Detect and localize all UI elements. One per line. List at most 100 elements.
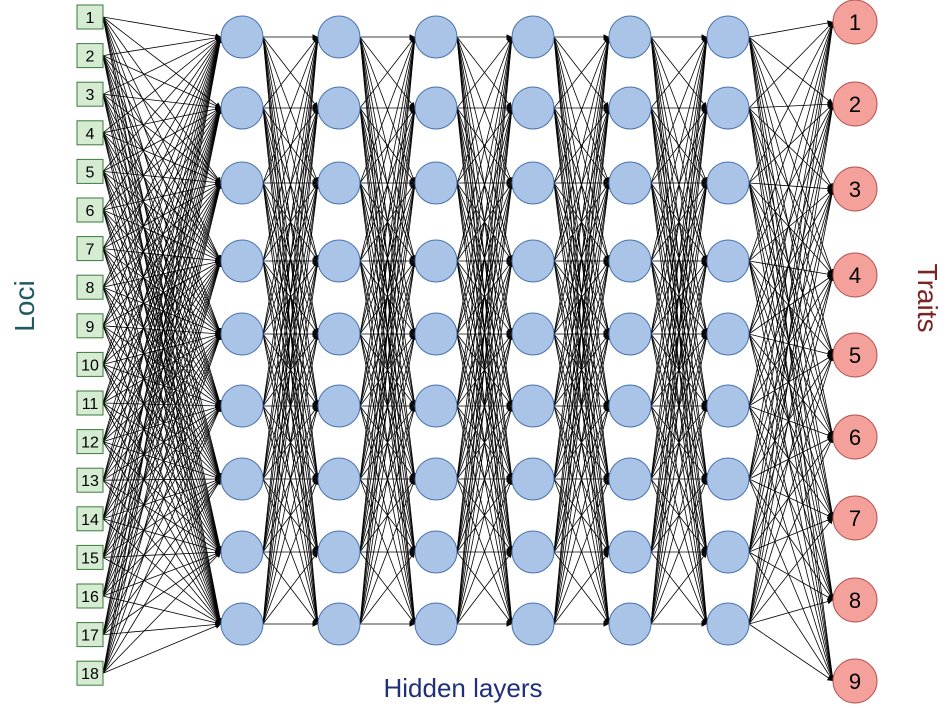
edge-hidden-to-hidden — [456, 333, 514, 625]
edge-loci-to-hidden — [102, 36, 222, 249]
edge-hidden-to-trait — [748, 478, 834, 601]
edge-loci-to-hidden — [102, 55, 223, 480]
edge-loci-to-hidden — [102, 36, 222, 134]
locus-node: 18 — [76, 660, 104, 686]
locus-box — [76, 622, 104, 648]
locus-box — [76, 158, 104, 184]
edge-loci-to-hidden — [102, 107, 222, 404]
edge-loci-to-hidden — [102, 551, 222, 674]
edge-loci-to-hidden — [102, 402, 222, 480]
edge-loci-to-hidden — [102, 286, 222, 335]
edge-loci-to-hidden — [102, 107, 222, 288]
edge-hidden-to-trait — [748, 354, 834, 553]
trait-node: 9 — [832, 658, 878, 704]
hidden-node — [511, 457, 555, 501]
trait-node: 8 — [832, 577, 878, 623]
edge-loci-to-hidden — [102, 248, 222, 553]
edge-hidden-to-hidden — [456, 36, 515, 625]
hidden-node — [414, 161, 458, 205]
hidden-node — [608, 15, 652, 59]
edge-hidden-to-trait — [748, 107, 834, 276]
edge-hidden-to-hidden — [359, 260, 417, 625]
edge-hidden-to-trait — [748, 354, 835, 625]
edge-hidden-to-hidden — [456, 36, 514, 407]
edge-loci-to-hidden — [102, 260, 222, 635]
edge-loci-to-hidden — [102, 36, 223, 519]
edge-loci-to-hidden — [102, 248, 222, 407]
edge-loci-to-hidden — [102, 441, 222, 553]
edge-hidden-to-trait — [748, 436, 834, 480]
edge-hidden-to-hidden — [456, 36, 514, 262]
locus-node: 13 — [76, 467, 104, 493]
edge-loci-to-hidden — [102, 16, 223, 625]
locus-box — [76, 429, 104, 455]
edge-hidden-to-hidden — [553, 36, 612, 480]
trait-circle — [832, 577, 878, 623]
edge-loci-to-hidden — [102, 55, 223, 553]
edge-loci-to-hidden — [102, 364, 222, 480]
edge-hidden-to-trait — [748, 21, 835, 407]
edge-hidden-to-trait — [748, 405, 834, 438]
edge-hidden-to-hidden — [553, 36, 612, 625]
hidden-node — [511, 15, 555, 59]
edge-loci-to-hidden — [102, 287, 222, 553]
hidden-node — [511, 384, 555, 428]
edge-hidden-to-trait — [748, 107, 834, 190]
edge-hidden-to-trait — [748, 188, 834, 262]
trait-circle — [832, 252, 878, 298]
edge-hidden-to-hidden — [650, 36, 708, 184]
hidden-node — [706, 86, 750, 130]
locus-node: 4 — [76, 120, 104, 146]
hidden-node — [511, 530, 555, 574]
edge-loci-to-hidden — [102, 171, 222, 186]
edge-hidden-to-trait — [748, 107, 835, 519]
hidden-node — [220, 15, 264, 59]
locus-label: 5 — [86, 164, 95, 181]
edge-loci-to-hidden — [102, 182, 222, 327]
edge-hidden-to-trait — [748, 517, 834, 553]
edge-loci-to-hidden — [102, 132, 222, 335]
locus-box — [76, 351, 104, 377]
edge-hidden-to-hidden — [456, 36, 515, 553]
edge-hidden-to-trait — [748, 405, 835, 682]
trait-label: 4 — [849, 263, 861, 288]
locus-box — [76, 390, 104, 416]
edge-hidden-to-trait — [748, 188, 835, 625]
edge-hidden-to-hidden — [650, 36, 709, 407]
edge-loci-to-hidden — [102, 36, 222, 172]
edge-loci-to-hidden — [102, 402, 222, 409]
edge-hidden-to-trait — [748, 274, 834, 480]
edge-hidden-to-hidden — [359, 107, 418, 625]
edge-hidden-to-hidden — [553, 260, 611, 625]
edge-hidden-to-trait — [748, 36, 834, 105]
hidden-node — [317, 312, 361, 356]
edge-loci-to-hidden — [102, 107, 223, 597]
edge-hidden-to-hidden — [359, 36, 417, 407]
edge-loci-to-hidden — [102, 518, 222, 554]
locus-label: 10 — [81, 357, 99, 374]
trait-node: 6 — [832, 414, 878, 460]
edge-hidden-to-hidden — [650, 333, 709, 625]
hidden-node — [414, 384, 458, 428]
locus-node: 2 — [76, 43, 104, 69]
hidden-node — [317, 86, 361, 130]
edge-loci-to-hidden — [102, 478, 222, 597]
hidden-node — [414, 15, 458, 59]
edge-loci-to-hidden — [102, 171, 223, 625]
edge-hidden-to-hidden — [650, 36, 710, 625]
locus-label: 14 — [81, 512, 99, 529]
edge-hidden-to-hidden — [262, 36, 319, 109]
edge-hidden-to-hidden — [553, 107, 612, 625]
hidden-node — [608, 602, 652, 646]
edge-loci-to-hidden — [102, 364, 222, 553]
edge-hidden-to-trait — [748, 182, 834, 438]
edge-hidden-to-hidden — [359, 36, 418, 625]
edge-loci-to-hidden — [102, 333, 222, 558]
edge-hidden-to-trait — [748, 551, 834, 682]
hidden-node — [317, 457, 361, 501]
edge-loci-to-hidden — [102, 182, 223, 635]
edge-hidden-to-hidden — [359, 182, 418, 625]
edge-loci-to-hidden — [102, 182, 222, 249]
hidden-node — [414, 239, 458, 283]
edge-loci-to-hidden — [102, 595, 222, 626]
